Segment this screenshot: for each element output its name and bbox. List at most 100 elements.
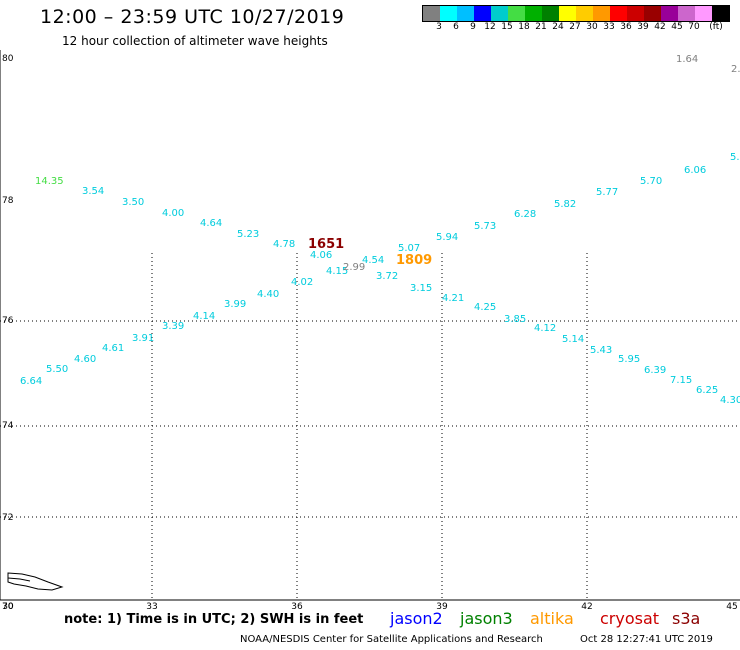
credit-line: NOAA/NESDIS Center for Satellite Applica… — [240, 634, 543, 645]
color-scale-tick: 15 — [501, 22, 513, 32]
land-outline — [7, 572, 64, 591]
page-subtitle: 12 hour collection of altimeter wave hei… — [62, 34, 328, 48]
wave-height-value: 5.07 — [398, 243, 420, 254]
wave-height-value: 5.95 — [618, 354, 640, 365]
color-swatch — [525, 6, 542, 21]
lon-label: 45 — [726, 602, 737, 612]
wave-height-value: 4.15 — [326, 266, 348, 277]
wave-height-value: 6.28 — [514, 209, 536, 220]
track-time-label: 1651 — [308, 237, 344, 252]
satellite-legend-item: s3a — [672, 609, 701, 628]
satellite-legend-item: cryosat — [600, 609, 660, 628]
lon-label: 36 — [291, 602, 303, 612]
color-scale-tick: 24 — [552, 22, 564, 32]
wave-height-value: 3.54 — [82, 186, 104, 197]
wave-height-value: 4.40 — [257, 289, 279, 300]
wave-height-value: 5.77 — [596, 187, 618, 198]
color-swatch — [661, 6, 678, 21]
color-swatch — [559, 6, 576, 21]
lat-label: 70 — [2, 602, 14, 612]
color-scale-tick: 42 — [654, 22, 666, 32]
color-scale-tick: 21 — [535, 22, 547, 32]
wave-height-value: 4.21 — [442, 293, 464, 304]
color-scale-tick: 39 — [637, 22, 649, 32]
generation-timestamp: Oct 28 12:27:41 UTC 2019 — [580, 634, 713, 645]
color-swatch — [695, 6, 712, 21]
color-scale-tick: 12 — [484, 22, 496, 32]
color-swatch — [491, 6, 508, 21]
color-scale-tick: 30 — [586, 22, 598, 32]
lat-label: 80 — [2, 54, 14, 64]
color-swatch — [457, 6, 474, 21]
wave-height-value: 5.23 — [237, 229, 259, 240]
track-time-label: 1809 — [396, 253, 432, 268]
wave-height-value: 3.15 — [410, 283, 432, 294]
wave-height-value: 6.39 — [644, 365, 666, 376]
gray-wave-value: 2.99 — [343, 262, 365, 273]
color-scale-tick: 36 — [620, 22, 632, 32]
wave-height-value: 4.54 — [362, 255, 384, 266]
wave-height-value: 3.39 — [162, 321, 184, 332]
wave-height-value: 4.12 — [534, 323, 556, 334]
wave-height-value: 6.25 — [696, 385, 718, 396]
color-scale-tick: 6 — [453, 22, 459, 32]
color-swatch — [678, 6, 695, 21]
wave-height-value: 5.43 — [590, 345, 612, 356]
color-swatch — [423, 6, 440, 21]
wave-height-value: 4.14 — [193, 311, 215, 322]
lat-label: 72 — [2, 513, 13, 523]
wave-height-value: 3.72 — [376, 271, 398, 282]
wave-height-value: 5.94 — [436, 232, 458, 243]
lat-lon-grid — [0, 50, 740, 601]
gray-wave-value: 1.64 — [676, 54, 698, 65]
color-scale-bar — [422, 5, 730, 22]
wave-height-value: 4.64 — [200, 218, 222, 229]
footer-note: note: 1) Time is in UTC; 2) SWH is in fe… — [64, 612, 364, 627]
color-swatch — [644, 6, 661, 21]
wave-height-values: 3.54 3.50 4.00 4.64 5.23 4.78 4.06 4.15 4.54 5.07… — [20, 54, 740, 406]
color-swatch — [508, 6, 525, 21]
wave-height-value: 5.14 — [562, 334, 584, 345]
color-swatch — [627, 6, 644, 21]
color-swatch — [593, 6, 610, 21]
wave-height-value: 4.06 — [310, 250, 332, 261]
color-scale-tick: 18 — [518, 22, 530, 32]
latitude-labels: 80 78 76 74 72 70 — [2, 54, 14, 612]
wave-height-value: 4.25 — [474, 302, 496, 313]
wave-height-value: 3.50 — [122, 197, 144, 208]
satellite-legend-item: jason2 — [390, 609, 443, 628]
color-swatch — [576, 6, 593, 21]
wave-height-value: 5.70 — [640, 176, 662, 187]
color-scale-tick: 45 — [671, 22, 683, 32]
wave-height-value: 4.60 — [74, 354, 96, 365]
wave-height-value: 4.30 — [720, 395, 740, 406]
color-swatch — [712, 6, 729, 21]
color-scale-tick: 27 — [569, 22, 581, 32]
wave-height-value: 3.99 — [224, 299, 246, 310]
lon-label: 30 — [2, 602, 14, 612]
page-title: 12:00 – 23:59 UTC 10/27/2019 — [40, 6, 345, 28]
wave-height-value: 5.82 — [554, 199, 576, 210]
lat-label: 78 — [2, 196, 14, 206]
lon-label: 42 — [581, 602, 592, 612]
gray-wave-value: 2. — [731, 64, 740, 75]
wave-height-value: 3.91 — [132, 333, 154, 344]
color-swatch — [610, 6, 627, 21]
lat-label: 76 — [2, 316, 14, 326]
color-scale-tick: (ft) — [709, 22, 723, 32]
coastline — [7, 572, 64, 591]
wave-height-value: 6.06 — [684, 165, 706, 176]
wave-height-value: 4.02 — [291, 277, 313, 288]
color-scale-tick: 9 — [470, 22, 476, 32]
color-scale-tick: 3 — [436, 22, 442, 32]
lon-label: 33 — [146, 602, 157, 612]
longitude-labels: 30 33 36 39 42 45 — [2, 602, 737, 612]
wave-height-value: 5.50 — [46, 364, 68, 375]
coastline-island — [7, 577, 31, 582]
wave-height-value: 5.73 — [474, 221, 496, 232]
wave-height-value: 4.00 — [162, 208, 184, 219]
wave-height-value: 4.61 — [102, 343, 124, 354]
satellite-legend-item: jason3 — [460, 609, 513, 628]
color-swatch — [440, 6, 457, 21]
